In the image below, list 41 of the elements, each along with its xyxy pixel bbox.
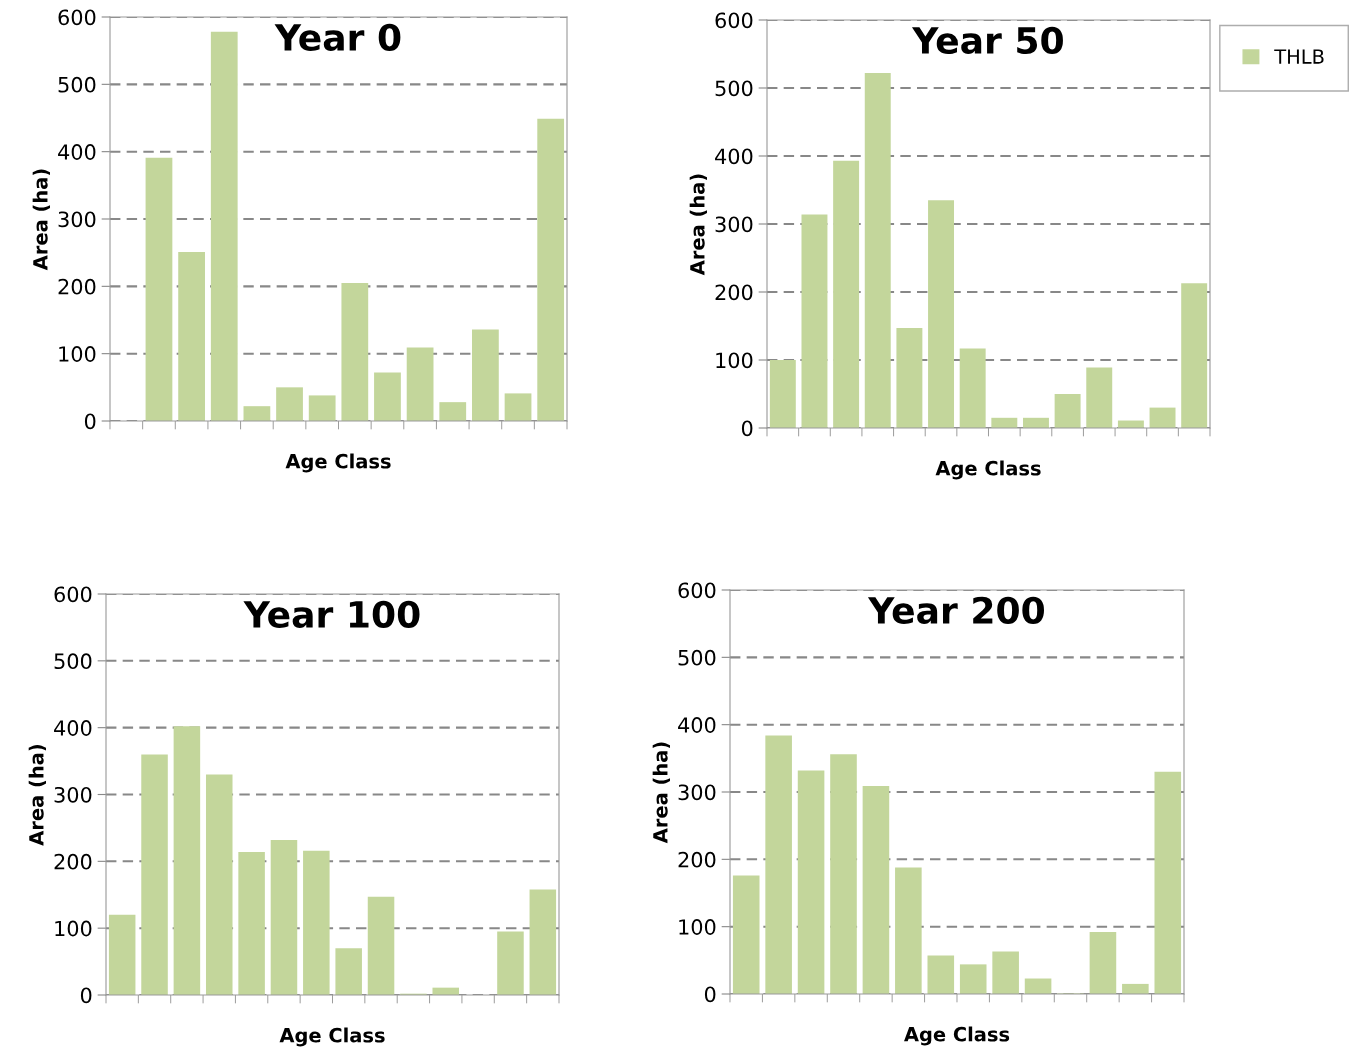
y-tick-label: 600 — [678, 582, 716, 599]
y-tick-label: 400 — [54, 720, 92, 736]
y-tick-label: 0 — [704, 986, 716, 1003]
y-axis-title: Area (ha) — [32, 169, 50, 271]
x-axis-title: Age Class — [285, 453, 391, 473]
y-tick-label: 0 — [80, 987, 92, 1004]
y-tick-label: 200 — [54, 853, 92, 870]
y-tick-label: 300 — [58, 211, 96, 228]
y-tick-label: 0 — [741, 420, 753, 437]
legend-label: THLB — [1274, 49, 1324, 64]
y-tick-label: 100 — [59, 346, 96, 362]
y-tick-label: 500 — [58, 76, 96, 93]
y-tick-label: 600 — [54, 586, 92, 603]
y-tick-label: 500 — [54, 653, 92, 670]
chart-title: Year 0 — [274, 23, 401, 52]
x-axis-title: Age Class — [935, 460, 1041, 480]
y-tick-label: 100 — [716, 352, 753, 369]
y-tick-label: 400 — [715, 148, 753, 165]
y-tick-label: 600 — [715, 12, 753, 29]
y-tick-label: 300 — [54, 786, 92, 803]
y-tick-label: 200 — [715, 284, 753, 301]
y-tick-label: 100 — [55, 920, 92, 937]
y-axis-title: Area (ha) — [689, 174, 707, 276]
chart-title: Year 50 — [911, 26, 1063, 55]
y-tick-label: 600 — [58, 9, 96, 26]
chart-title: Year 100 — [243, 600, 420, 628]
y-tick-label: 100 — [679, 919, 716, 935]
y-tick-label: 0 — [84, 413, 96, 430]
chart-title: Year 200 — [867, 596, 1045, 625]
y-axis-title: Area (ha) — [652, 742, 670, 844]
y-tick-label: 200 — [678, 851, 716, 868]
y-tick-label: 200 — [58, 278, 96, 295]
y-tick-label: 300 — [715, 216, 753, 233]
y-axis-title: Area (ha) — [28, 744, 46, 846]
y-tick-label: 400 — [678, 717, 716, 733]
x-axis-title: Age Class — [279, 1027, 385, 1047]
x-axis-title: Age Class — [904, 1026, 1010, 1046]
y-tick-label: 400 — [58, 144, 96, 160]
y-tick-label: 500 — [715, 80, 753, 97]
y-tick-label: 300 — [678, 784, 716, 801]
y-tick-label: 500 — [678, 649, 716, 666]
